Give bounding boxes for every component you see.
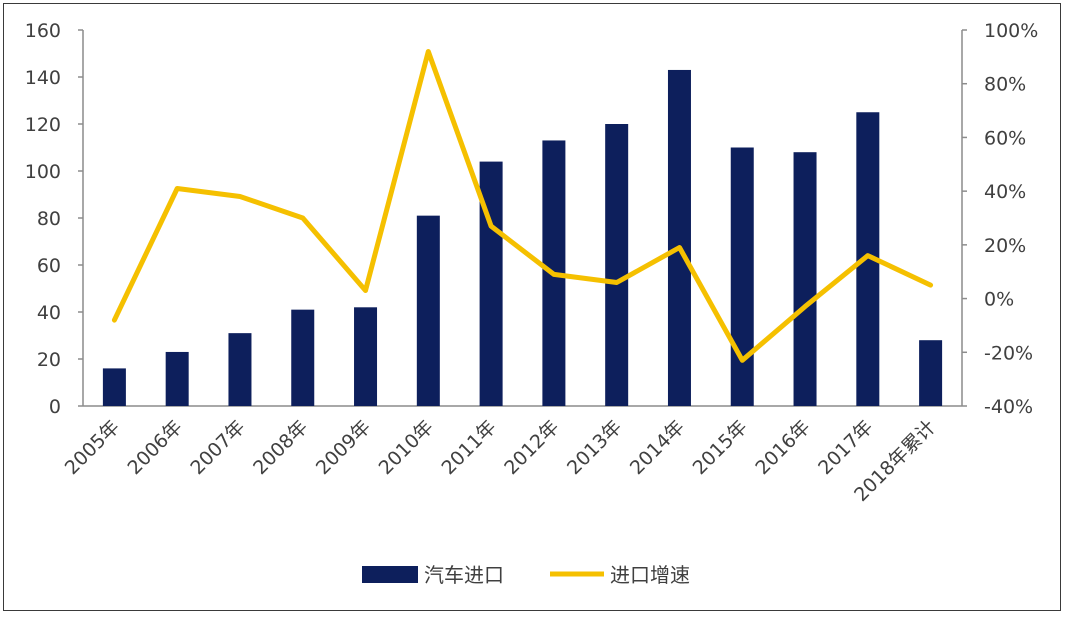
bar-2016年 xyxy=(793,152,817,406)
x-axis-label: 2013年 xyxy=(563,416,626,479)
x-axis-label: 2017年 xyxy=(814,416,877,479)
left-axis-tick-label: 0 xyxy=(49,396,61,418)
x-axis-label: 2006年 xyxy=(124,416,187,479)
left-axis-tick-label: 120 xyxy=(25,114,61,136)
bar-2010年 xyxy=(416,215,440,406)
legend-line-label: 进口增速 xyxy=(610,563,690,587)
x-axis-label: 2007年 xyxy=(186,416,249,479)
chart-frame: 0 20 40 60 80 100 120 140 160 -40% -20% 0% 20% 40% 60… xyxy=(3,3,1061,611)
x-axis-label: 2005年 xyxy=(61,416,124,479)
bar-2015年 xyxy=(730,147,754,406)
bar-2005年 xyxy=(102,368,126,406)
right-axis-tick-label: 80% xyxy=(984,74,1026,96)
bar-2017年 xyxy=(856,112,880,406)
bar-2013年 xyxy=(605,124,629,406)
right-axis-tick-label: 20% xyxy=(984,235,1026,257)
left-axis-tick-label: 100 xyxy=(25,161,61,183)
legend-bar-swatch xyxy=(362,566,418,583)
left-axis-tick-label: 80 xyxy=(37,208,61,230)
legend-bar-label: 汽车进口 xyxy=(424,563,504,587)
x-axis-labels: 2005年 2006年 2007年 2008年 2009年 2010年 2011年 2012年… xyxy=(61,416,940,506)
left-axis-tick-label: 60 xyxy=(37,255,61,277)
left-axis-tick-label: 160 xyxy=(25,20,61,42)
right-axis-tick-label: -40% xyxy=(984,396,1033,418)
bar-2008年 xyxy=(291,309,315,406)
combo-chart: 0 20 40 60 80 100 120 140 160 -40% -20% 0% 20% 40% 60… xyxy=(25,20,1039,587)
x-axis-label: 2012年 xyxy=(500,416,563,479)
right-axis-tick-label: 100% xyxy=(984,20,1038,42)
bar-2007年 xyxy=(228,333,252,406)
bar-series xyxy=(102,69,943,406)
x-axis-label: 2009年 xyxy=(312,416,375,479)
left-axis-tick-label: 40 xyxy=(37,302,61,324)
x-axis-label: 2011年 xyxy=(437,416,500,479)
right-axis-tick-label: 0% xyxy=(984,289,1014,311)
x-axis-label: 2015年 xyxy=(689,416,752,479)
x-axis-label: 2016年 xyxy=(751,416,814,479)
right-axis-tick-label: 60% xyxy=(984,127,1026,149)
x-axis-label: 2008年 xyxy=(249,416,312,479)
right-axis-tick-label: -20% xyxy=(984,342,1033,364)
x-axis-label: 2010年 xyxy=(375,416,438,479)
bar-2006年 xyxy=(165,351,189,406)
bar-2011年 xyxy=(479,161,503,406)
growth-line xyxy=(111,49,934,363)
right-axis-tick-label: 40% xyxy=(984,181,1026,203)
left-axis-tick-label: 140 xyxy=(25,67,61,89)
x-axis-label: 2014年 xyxy=(626,416,689,479)
legend: 汽车进口 进口增速 xyxy=(362,563,690,587)
bar-2009年 xyxy=(354,307,378,406)
left-axis-ticks: 0 20 40 60 80 100 120 140 160 xyxy=(25,20,83,418)
bar-2014年 xyxy=(667,69,691,406)
left-axis-tick-label: 20 xyxy=(37,349,61,371)
bar-2018年累计 xyxy=(919,340,943,406)
right-axis-ticks: -40% -20% 0% 20% 40% 60% 80% 100% xyxy=(962,20,1038,418)
